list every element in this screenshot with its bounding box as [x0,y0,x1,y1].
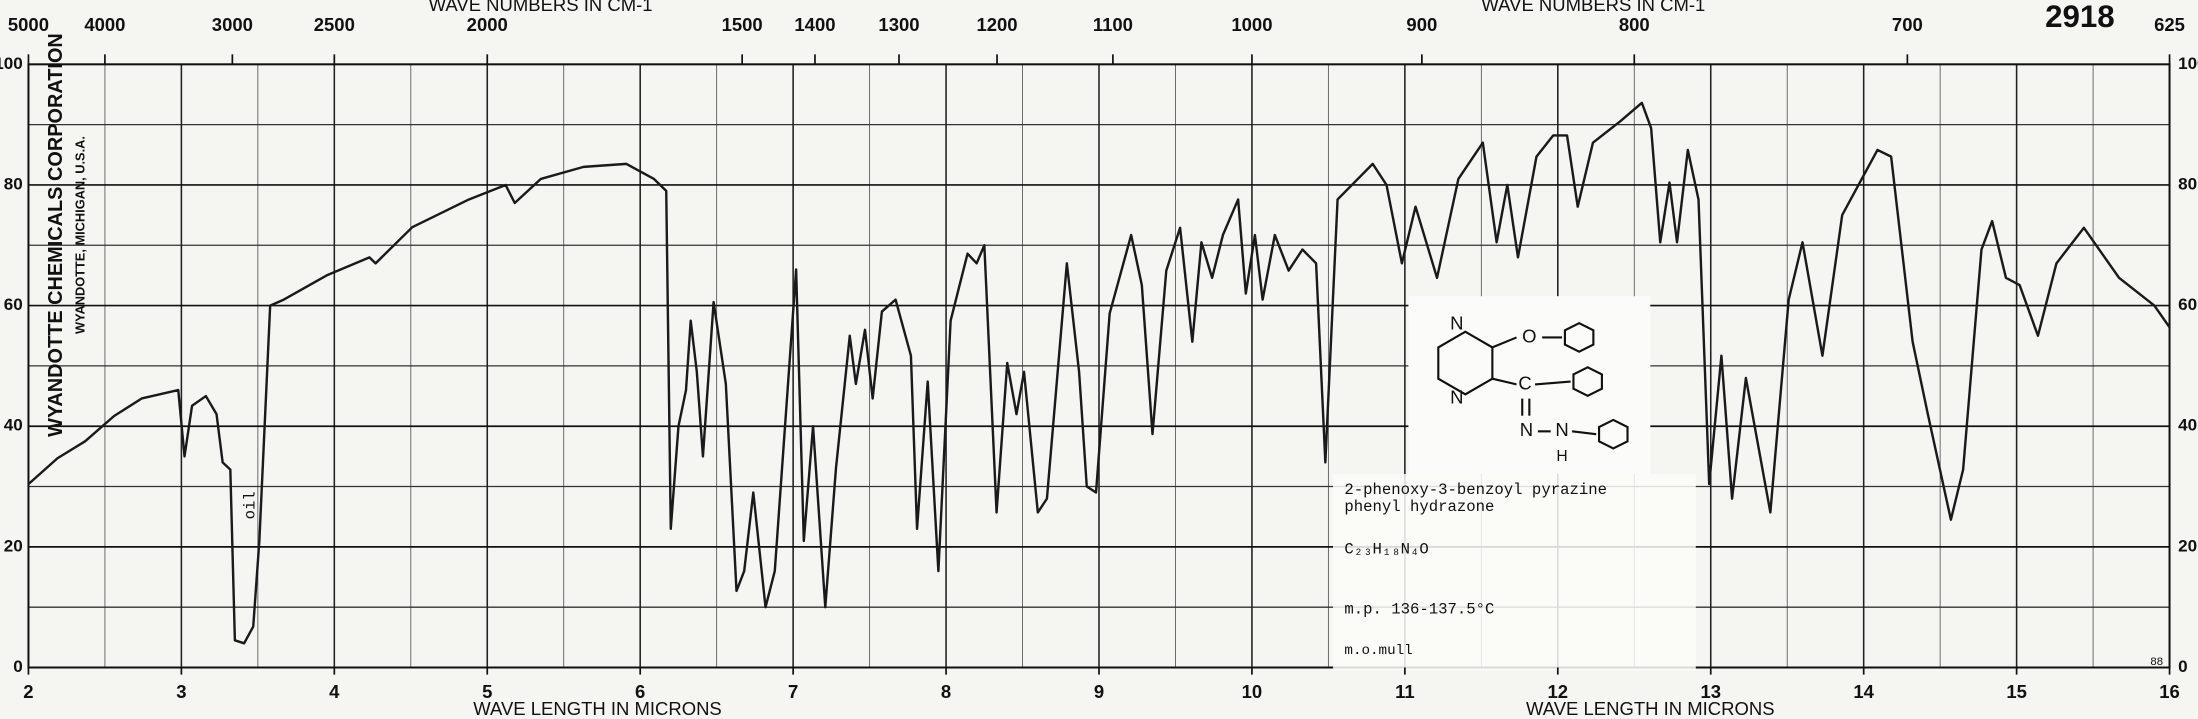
x-tick-label: 3 [176,681,186,702]
top-axis-label: WAVE NUMBERS IN CM-1 [1481,0,1705,15]
structure-label: N [1450,313,1463,334]
x-tick-label: 13 [1700,681,1721,702]
x-tick-label: 2 [23,681,33,702]
top-tick-label: 5000 [8,14,49,35]
y-tick-label-right: 20 [2178,536,2197,555]
top-tick-label: 2000 [467,14,508,35]
top-tick-label: 2500 [314,14,355,35]
top-axis-label: WAVE NUMBERS IN CM-1 [429,0,653,15]
grid [27,63,2171,669]
top-tick-label: 4000 [84,14,125,35]
compound-name: 2-phenoxy-3-benzoyl pyrazine [1344,481,1607,499]
top-tick-label: 1100 [1093,14,1133,35]
top-tick-label: 1300 [878,14,919,35]
top-tick-label: 700 [1892,14,1923,35]
y-tick-label: 100 [0,54,23,73]
x-tick-label: 5 [482,681,492,702]
top-tick-label: 625 [2154,14,2185,35]
x-tick-label: 16 [2159,681,2180,702]
y-tick-label: 40 [4,416,23,435]
location: WYANDOTTE, MICHIGAN, U.S.A. [72,136,87,334]
x-tick-label: 4 [329,681,340,702]
text-box [1333,474,1696,671]
y-tick-label-right: 80 [2178,174,2197,193]
y-tick-label: 80 [4,174,23,193]
compound-name: phenyl hydrazone [1344,498,1494,516]
y-tick-label-right: 100 [2178,54,2198,73]
chart-number: 2918 [2045,0,2115,34]
spectrum-line [27,101,2171,645]
y-tick-label-right: 60 [2178,295,2197,314]
x-axis-label: WAVE LENGTH IN MICRONS [473,698,722,719]
top-tick-label: 1200 [976,14,1017,35]
x-tick-label: 8 [941,681,951,702]
x-tick-label: 11 [1395,681,1415,702]
structure-drawing [1437,322,1629,450]
sample-prep: m.o.mull [1344,643,1412,659]
band-note: oil [242,491,260,519]
top-tick-label: 800 [1619,14,1650,35]
x-tick-label: 6 [635,681,645,702]
y-tick-label: 60 [4,295,23,314]
structure-label: H [1556,448,1567,465]
top-tick-label: 3000 [212,14,253,35]
compound-panel: N N O C N N H 2-phenoxy-3-benzoyl pyrazi… [1333,296,1696,671]
formula: C₂₃H₁₈N₄O [1344,541,1428,559]
sheet-note: 88 [2150,656,2163,668]
y-tick-label: 0 [13,657,23,676]
x-tick-label: 14 [1853,681,1874,702]
structure-label: N [1450,387,1463,408]
y-tick-label: 20 [4,536,23,555]
x-tick-label: 10 [1242,681,1263,702]
structure-label: N [1555,419,1568,440]
structure-label: O [1522,325,1536,346]
top-tick-label: 1400 [794,14,835,35]
top-tick-label: 1000 [1231,14,1272,35]
structure-label: C [1518,372,1531,393]
y-tick-label-right: 40 [2178,416,2197,435]
top-tick-label: 900 [1406,14,1437,35]
x-axis-label: WAVE LENGTH IN MICRONS [1526,698,1775,719]
x-tick-label: 7 [788,681,798,702]
top-tick-label: 1500 [722,14,763,35]
melting-point: m.p. 136-137.5°C [1344,600,1494,618]
x-tick-label: 9 [1094,681,1104,702]
structure-label: N [1520,419,1533,440]
y-tick-label-right: 0 [2178,657,2187,676]
manufacturer: WYANDOTTE CHEMICALS CORPORATION [45,33,67,437]
x-tick-label: 12 [1548,681,1569,702]
x-tick-label: 15 [2006,681,2027,702]
